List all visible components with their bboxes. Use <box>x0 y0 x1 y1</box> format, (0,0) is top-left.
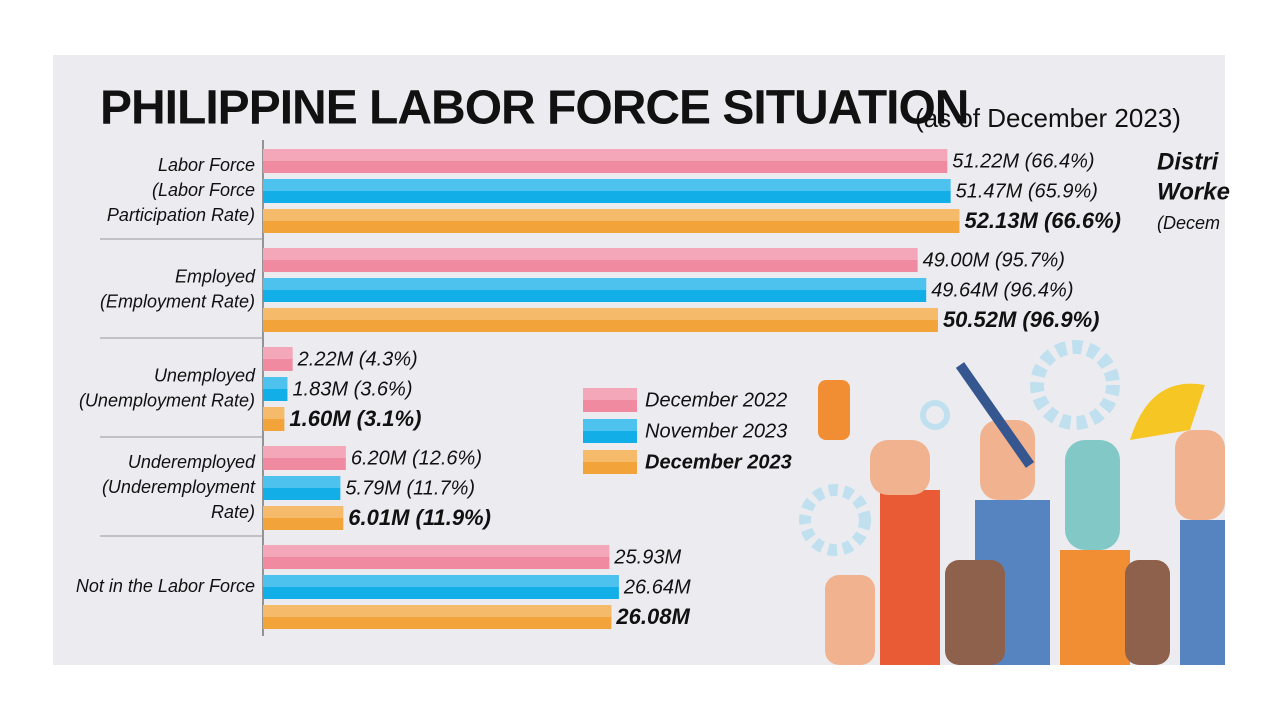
legend-label: December 2023 <box>645 451 792 473</box>
chart-title: PHILIPPINE LABOR FORCE SITUATION <box>100 82 968 135</box>
side-heading: Worke <box>1157 178 1230 205</box>
bar-shade <box>263 248 918 272</box>
bar-shade <box>263 506 344 530</box>
value-label: 6.01M (11.9%) <box>348 505 491 530</box>
value-label: 1.60M (3.1%) <box>289 406 421 431</box>
value-label: 6.20M (12.6%) <box>351 447 482 469</box>
category-label: Unemployed <box>154 365 256 385</box>
side-heading: Distri <box>1157 148 1220 175</box>
category-label: Participation Rate) <box>107 205 255 225</box>
value-label: 50.52M (96.9%) <box>943 307 1100 332</box>
chart-subtitle: (as of December 2023) <box>915 103 1181 133</box>
category-label: (Employment Rate) <box>100 291 255 311</box>
bar-shade <box>263 545 610 569</box>
value-label: 51.22M (66.4%) <box>952 150 1094 172</box>
category-label: Not in the Labor Force <box>76 576 255 596</box>
legend-swatch-shade <box>583 388 637 412</box>
value-label: 25.93M <box>613 546 681 568</box>
category-label: (Labor Force <box>152 180 255 200</box>
value-label: 51.47M (65.9%) <box>956 180 1098 202</box>
category-label: Rate) <box>211 502 255 522</box>
category-label: (Underemployment <box>102 477 256 497</box>
category-label: Employed <box>175 266 256 286</box>
side-heading: (Decem <box>1157 213 1220 233</box>
value-label: 1.83M (3.6%) <box>292 378 412 400</box>
bar-shade <box>263 476 341 500</box>
category-label: Underemployed <box>128 452 256 472</box>
value-label: 49.00M (95.7%) <box>923 249 1065 271</box>
legend-label: November 2023 <box>645 420 787 442</box>
value-label: 26.64M <box>623 576 691 598</box>
value-label: 26.08M <box>615 604 690 629</box>
bar-shade <box>263 149 948 173</box>
category-label: Labor Force <box>158 155 255 175</box>
bar-shade <box>263 209 960 233</box>
bar-shade <box>263 377 288 401</box>
value-label: 2.22M (4.3%) <box>297 348 418 370</box>
value-label: 49.64M (96.4%) <box>931 279 1073 301</box>
bar-shade <box>263 179 951 203</box>
bar-shade <box>263 308 938 332</box>
bar-shade <box>263 446 346 470</box>
illustration <box>799 340 1225 665</box>
legend-swatch-shade <box>583 419 637 443</box>
legend-swatch-shade <box>583 450 637 474</box>
bar-shade <box>263 347 293 371</box>
value-label: 5.79M (11.7%) <box>345 477 475 499</box>
bar-shade <box>263 278 927 302</box>
bar-shade <box>263 575 619 599</box>
bar-shade <box>263 605 612 629</box>
value-label: 52.13M (66.6%) <box>964 208 1121 233</box>
legend-label: December 2022 <box>645 389 787 411</box>
category-label: (Unemployment Rate) <box>79 390 255 410</box>
bar-shade <box>263 407 285 431</box>
